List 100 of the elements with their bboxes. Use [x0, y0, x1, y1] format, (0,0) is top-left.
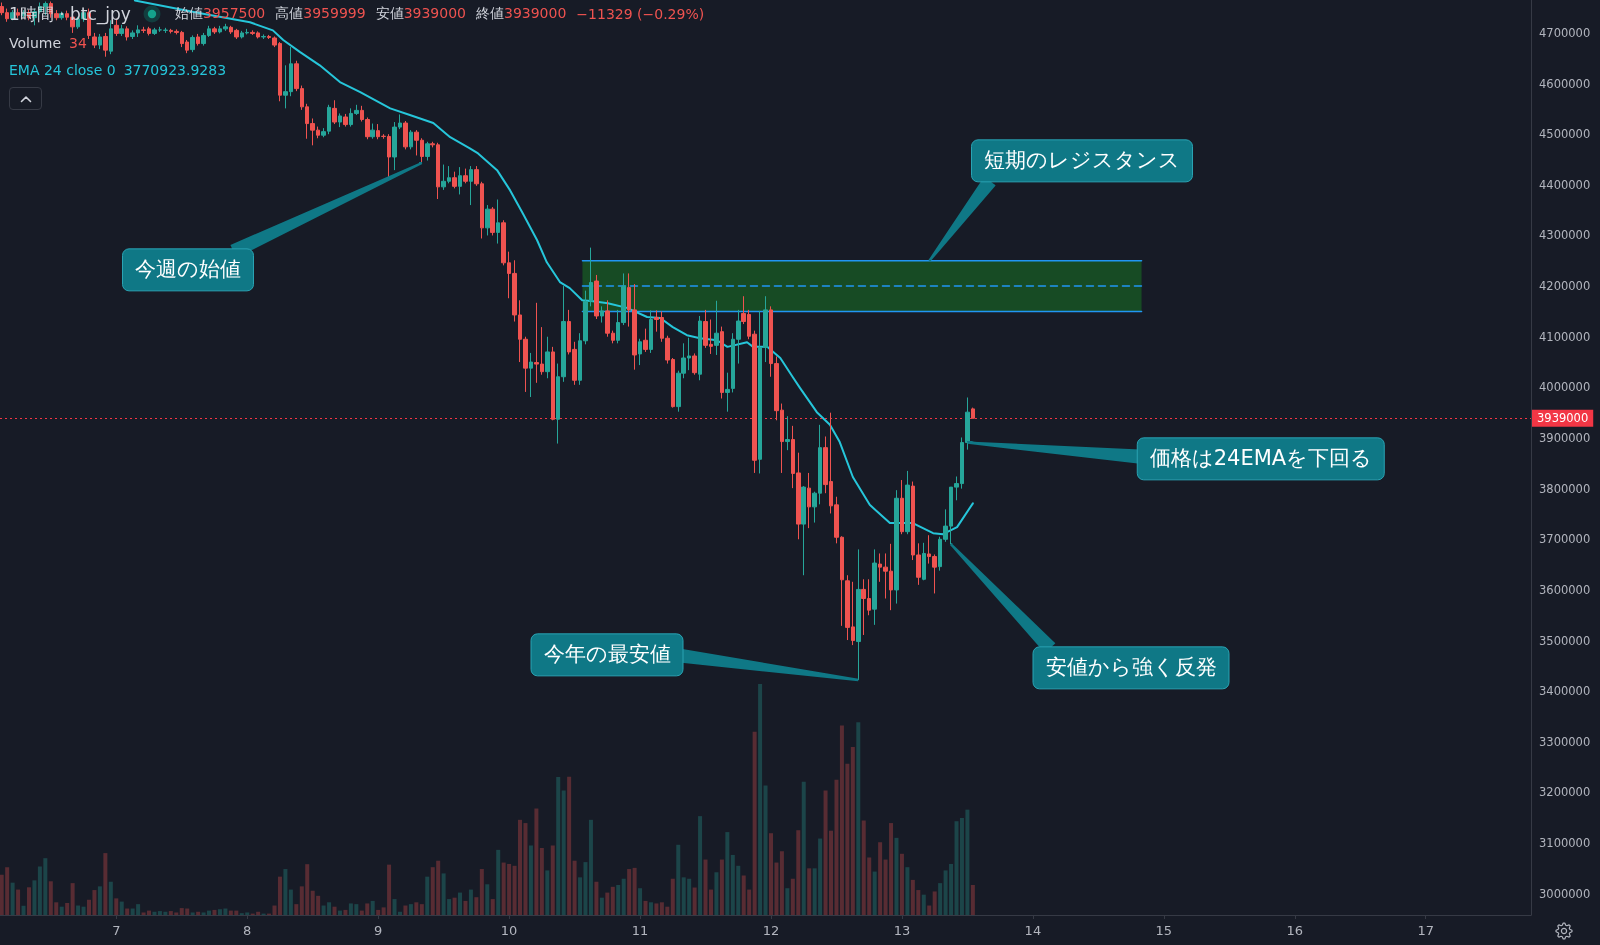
- candlestick: [692, 352, 697, 376]
- bar: [119, 901, 124, 915]
- candlestick: [98, 33, 102, 50]
- y-tick-label: 4200000: [1539, 279, 1591, 294]
- x-tick-label: 10: [500, 923, 518, 938]
- ref-line-label: 3939000: [1537, 411, 1589, 426]
- bar: [59, 906, 64, 915]
- bar: [425, 876, 430, 915]
- bar: [676, 844, 681, 915]
- y-tick-label: 3500000: [1539, 633, 1591, 648]
- bar: [196, 911, 201, 915]
- bar: [638, 888, 643, 915]
- bar: [343, 909, 348, 915]
- candlestick: [425, 141, 430, 162]
- y-tick-label: 3300000: [1539, 734, 1591, 749]
- bar: [970, 884, 975, 915]
- bar: [938, 883, 943, 915]
- annotation: 終値3939000: [475, 5, 567, 21]
- bar: [719, 859, 724, 915]
- bar: [561, 790, 566, 915]
- candlestick: [905, 470, 910, 535]
- candlestick: [103, 32, 108, 58]
- bar: [490, 899, 495, 915]
- bar: [763, 785, 768, 915]
- annotation: 高値3959999: [275, 5, 366, 21]
- candlestick: [698, 315, 702, 381]
- bar: [807, 868, 812, 915]
- bar: [588, 819, 593, 915]
- candlestick: [785, 415, 790, 451]
- x-tick-label: 11: [631, 923, 649, 938]
- bar: [545, 870, 550, 915]
- bar: [899, 853, 904, 915]
- bar: [283, 869, 288, 915]
- candlestick: [119, 24, 124, 37]
- bar: [408, 904, 413, 915]
- candlestick: [261, 33, 266, 40]
- y-tick-label: 4300000: [1539, 228, 1591, 243]
- bar: [725, 832, 730, 915]
- candlestick: [594, 274, 599, 320]
- bar: [125, 908, 130, 915]
- y-tick-label: 3800000: [1539, 481, 1591, 496]
- candlestick: [152, 27, 157, 36]
- bar: [758, 684, 763, 915]
- annotation: 価格は24EMAを下回る: [1136, 437, 1386, 481]
- bar: [599, 897, 604, 915]
- candlestick: [496, 199, 500, 245]
- bar: [698, 816, 703, 915]
- bar: [632, 867, 637, 915]
- candlestick: [971, 407, 975, 419]
- bar: [277, 876, 282, 915]
- bar: [103, 853, 108, 915]
- candlestick: [551, 346, 555, 421]
- y-tick-label: 3900000: [1539, 431, 1591, 446]
- candlestick: [458, 166, 462, 195]
- bar: [528, 845, 533, 915]
- candlestick: [196, 33, 200, 47]
- annotation: 短期のレジスタンス: [971, 139, 1193, 183]
- bar: [65, 902, 70, 915]
- bar: [752, 731, 757, 915]
- bar: [616, 884, 621, 915]
- y-tick-label: 4500000: [1539, 127, 1591, 142]
- candlestick: [125, 25, 129, 42]
- y-tick-label: 4700000: [1539, 25, 1591, 40]
- bar: [376, 909, 381, 915]
- candlestick: [338, 112, 342, 128]
- annotation: 34: [69, 35, 87, 51]
- bar: [648, 902, 653, 915]
- x-tick-label: 15: [1155, 923, 1173, 938]
- candlestick: [343, 113, 348, 128]
- candlestick: [452, 171, 457, 189]
- candlestick: [163, 27, 168, 34]
- candlestick: [714, 300, 719, 356]
- annotation: 今週の始値: [122, 248, 254, 292]
- text: Volume: [9, 35, 62, 51]
- bar: [567, 776, 572, 915]
- bar: [921, 894, 926, 915]
- bar: [905, 867, 910, 915]
- bar: [556, 777, 561, 915]
- candlestick: [894, 489, 899, 605]
- bar: [332, 906, 337, 915]
- bar: [76, 905, 81, 915]
- candlestick: [490, 206, 495, 236]
- bar: [610, 886, 615, 915]
- bar: [479, 869, 484, 915]
- candlestick: [190, 34, 195, 53]
- candlestick: [92, 32, 97, 49]
- y-tick-label: 3000000: [1539, 886, 1591, 901]
- bar: [714, 872, 719, 915]
- bar: [932, 891, 937, 915]
- y-tick-label: 4000000: [1539, 380, 1591, 395]
- x-tick-label: 12: [762, 923, 780, 938]
- bar: [872, 871, 877, 915]
- bar: [114, 898, 119, 915]
- candlestick: [922, 542, 926, 581]
- candlestick: [801, 485, 806, 576]
- bar: [294, 904, 299, 915]
- bar: [474, 897, 479, 915]
- bar: [288, 889, 293, 915]
- annotation: 安値から強く反発: [1032, 646, 1230, 690]
- bar: [779, 851, 784, 915]
